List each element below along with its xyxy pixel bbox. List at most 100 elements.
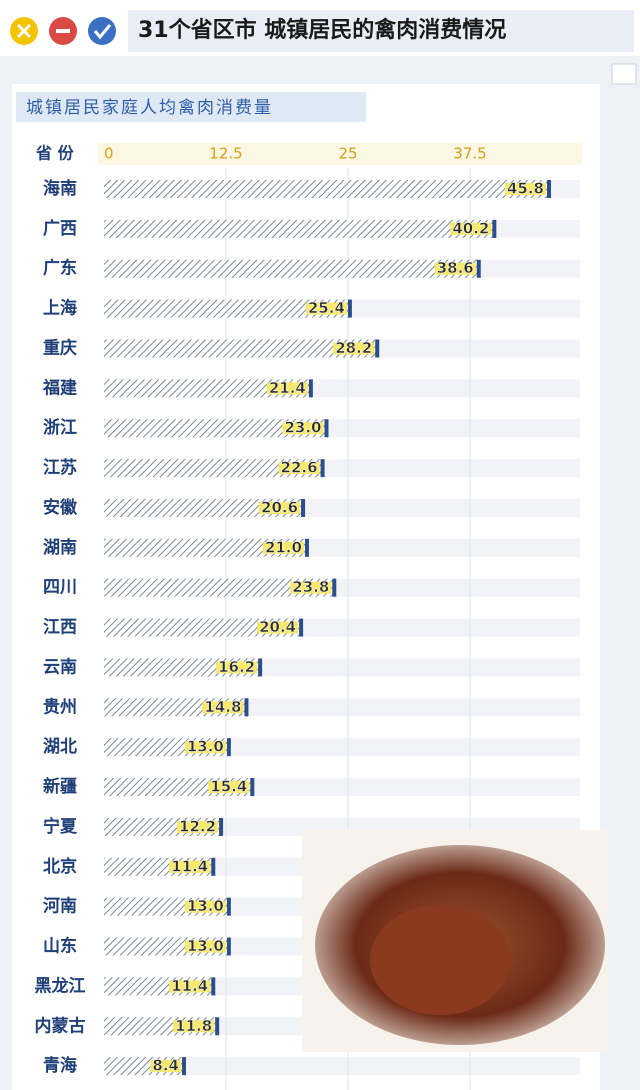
value-highlight: [169, 980, 211, 993]
bar-cap: [320, 459, 325, 478]
bar-cap: [308, 379, 313, 398]
x-tick-label: 37.5: [453, 145, 486, 163]
value-highlight: [184, 940, 226, 953]
bar: [104, 618, 304, 637]
bar-cap: [226, 937, 231, 956]
value-label: 11.8: [175, 1017, 212, 1035]
subtitle-tab: [16, 92, 366, 122]
close-glyph: [16, 23, 32, 39]
value-highlight: [504, 183, 547, 195]
value-label: 40.2: [452, 219, 489, 237]
value-label: 15.4: [210, 778, 247, 796]
bar: [104, 219, 497, 238]
value-label: 23.0: [284, 419, 321, 437]
category-label: 上海: [43, 298, 77, 319]
category-label: 内蒙古: [35, 1015, 86, 1036]
value-highlight: [184, 900, 226, 913]
category-label: 浙江: [43, 417, 77, 438]
value-label: 38.6: [437, 259, 474, 277]
bar: [104, 180, 552, 198]
title-box: [128, 10, 634, 52]
bar-cap: [215, 1017, 220, 1036]
photo-piece: [370, 905, 510, 1015]
bar-cap: [226, 738, 231, 757]
category-label: 黑龙江: [35, 975, 86, 996]
x-tick-label: 0: [104, 145, 114, 163]
value-highlight: [434, 262, 476, 275]
value-highlight: [169, 860, 211, 873]
bar-cap: [244, 698, 249, 717]
bar-cap: [226, 897, 231, 916]
bar-cap: [211, 977, 216, 996]
category-label: 江西: [43, 618, 77, 638]
category-label: 安徽: [43, 497, 78, 518]
category-label: 海南: [43, 178, 77, 199]
value-highlight: [150, 1060, 181, 1073]
bar-cap: [304, 538, 309, 557]
category-label: 新疆: [43, 776, 77, 797]
category-label: 河南: [43, 896, 77, 917]
bar: [104, 339, 380, 358]
bar-cap: [492, 219, 497, 238]
value-highlight: [173, 1020, 215, 1033]
value-label: 45.8: [507, 180, 544, 198]
value-highlight: [184, 741, 226, 754]
category-label: 江苏: [43, 457, 77, 478]
value-label: 16.2: [218, 658, 255, 676]
value-highlight: [202, 701, 244, 714]
category-header: 省 份: [35, 144, 75, 163]
value-highlight: [259, 501, 301, 514]
bar: [104, 459, 325, 478]
value-label: 21.0: [265, 538, 302, 556]
bar: [104, 498, 306, 517]
bar-cap: [332, 578, 337, 597]
bar-cap: [301, 498, 306, 517]
x-tick-label: 12.5: [209, 145, 242, 163]
value-label: 25.4: [308, 299, 345, 317]
value-highlight: [450, 222, 492, 235]
category-label: 湖南: [43, 537, 77, 558]
check-glyph: [93, 24, 112, 40]
value-label: 13.0: [187, 897, 224, 915]
value-label: 20.6: [261, 498, 298, 516]
category-label: 福建: [42, 377, 77, 398]
bar: [104, 419, 329, 438]
value-highlight: [262, 541, 304, 554]
category-label: 宁夏: [43, 816, 78, 837]
value-label: 14.8: [204, 698, 241, 716]
value-label: 21.4: [269, 379, 306, 397]
bar-cap: [211, 857, 216, 876]
bar-track: [104, 1057, 580, 1076]
bar-cap: [250, 778, 255, 797]
bar-cap: [299, 618, 304, 637]
bar-cap: [219, 817, 224, 836]
value-label: 28.2: [335, 339, 372, 357]
bar-cap: [324, 419, 329, 438]
value-label: 22.6: [281, 459, 318, 477]
bar: [104, 538, 309, 557]
value-label: 12.2: [179, 817, 216, 835]
bar: [104, 578, 337, 597]
value-label: 13.0: [187, 937, 224, 955]
scroll-up[interactable]: [611, 63, 637, 85]
category-label: 重庆: [43, 337, 77, 358]
food-photo: [302, 830, 608, 1052]
value-label: 20.4: [259, 618, 296, 636]
bar-cap: [476, 259, 481, 278]
bar: [104, 259, 481, 278]
chart-title: 31个省区市 城镇居民的禽肉消费情况: [138, 17, 506, 43]
category-label: 广西: [43, 218, 77, 239]
bar-cap: [181, 1057, 186, 1076]
category-label: 贵州: [43, 696, 77, 717]
check-icon[interactable]: [88, 17, 116, 45]
category-label: 四川: [43, 578, 77, 598]
bar-cap: [258, 658, 263, 677]
bar-cap: [547, 180, 552, 198]
chart-subtitle: 城镇居民家庭人均禽肉消费量: [26, 98, 273, 118]
value-highlight: [266, 382, 308, 395]
category-label: 北京: [43, 856, 77, 877]
value-label: 11.4: [171, 977, 208, 995]
value-highlight: [208, 781, 250, 794]
bar-cap: [375, 339, 380, 358]
